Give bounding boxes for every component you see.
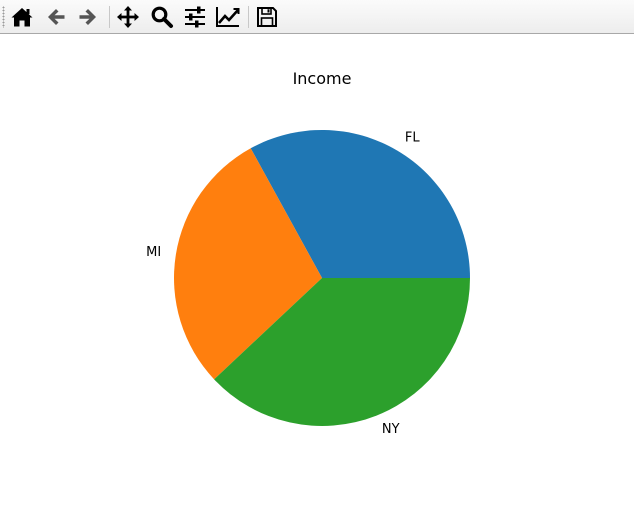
pie-slice-fl (250, 129, 470, 278)
home-button[interactable] (9, 4, 35, 30)
sliders-icon (185, 6, 205, 28)
arrow-left-icon (48, 9, 65, 25)
navigation-toolbar (0, 0, 634, 34)
toolbar-separator (109, 6, 110, 28)
home-icon (11, 8, 33, 27)
zoom-icon (151, 6, 173, 28)
pie-label-ny: NY (382, 422, 400, 437)
toolbar-separator (248, 6, 249, 28)
pie-slice-mi (174, 148, 322, 380)
pie-label-fl: FL (405, 130, 420, 145)
pie-slice-ny (214, 278, 470, 427)
toolbar-grip[interactable] (2, 6, 5, 28)
chart-title: Income (292, 69, 352, 88)
back-button[interactable] (43, 4, 69, 30)
pie-label-mi: MI (146, 245, 161, 260)
pie-chart: FL MI NY (146, 129, 470, 437)
arrow-right-icon (79, 9, 96, 25)
edit-axis-button[interactable] (215, 4, 241, 30)
zoom-button[interactable] (149, 4, 175, 30)
move-icon (117, 6, 139, 28)
line-chart-icon (216, 7, 240, 27)
configure-subplots-button[interactable] (182, 4, 208, 30)
save-button[interactable] (254, 4, 280, 30)
forward-button[interactable] (75, 4, 101, 30)
floppy-disk-icon (257, 7, 277, 27)
pan-button[interactable] (115, 4, 141, 30)
figure-canvas: Income FL MI NY (0, 35, 634, 505)
